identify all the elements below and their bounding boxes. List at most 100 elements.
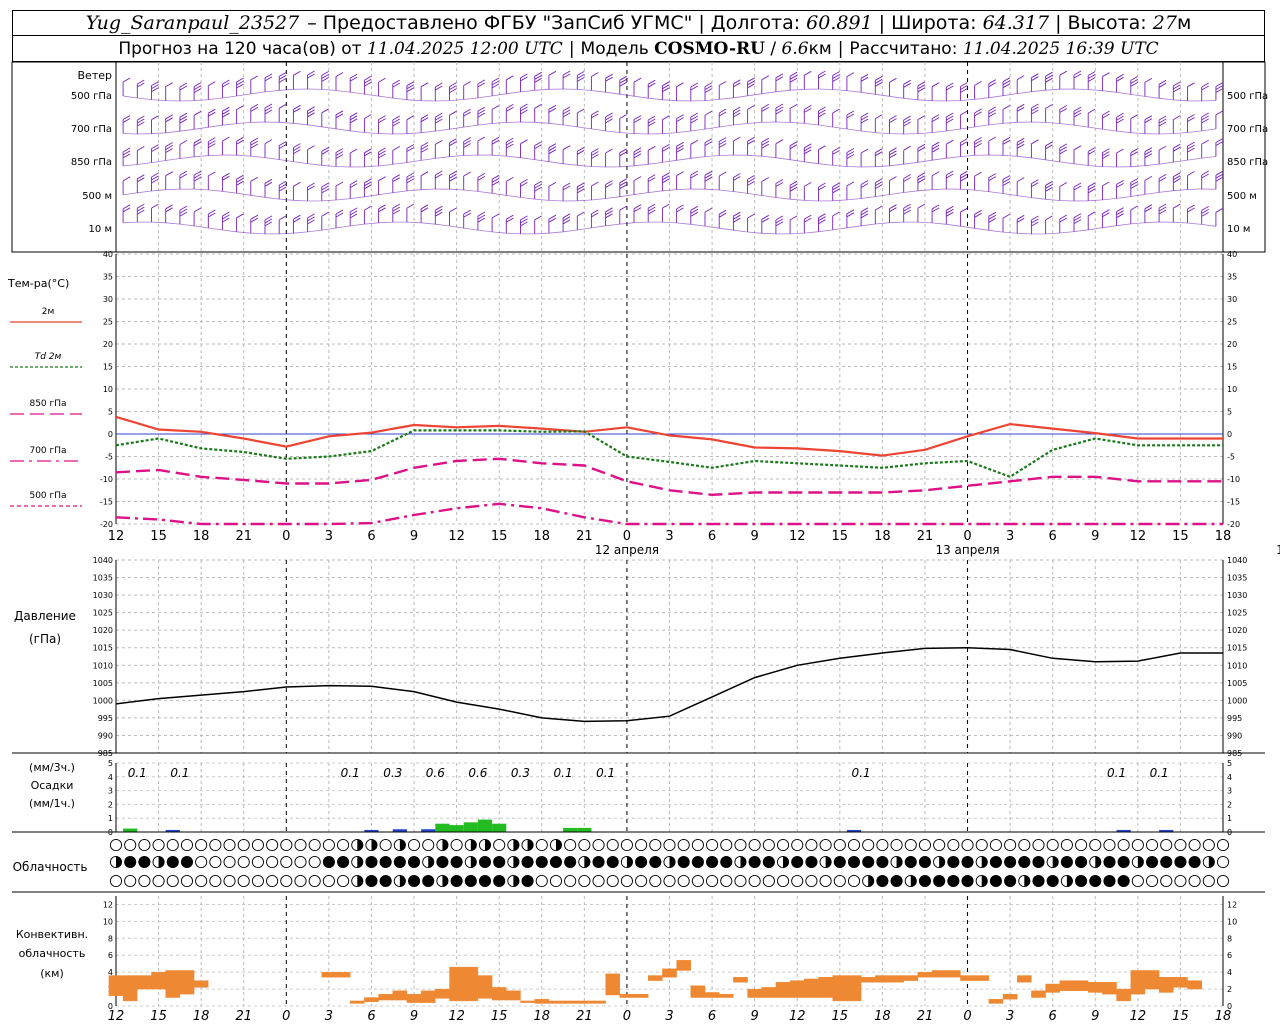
cloud-cover-symbol bbox=[422, 838, 435, 852]
temp-xtick: 21 bbox=[576, 529, 593, 544]
temp-ytick: 5 bbox=[108, 408, 113, 417]
wind-barb bbox=[1130, 148, 1139, 167]
cloud-cover-symbol bbox=[1188, 838, 1201, 852]
conv-xtick: 12 bbox=[108, 1009, 125, 1024]
wind-barb bbox=[860, 180, 869, 199]
wind-barb bbox=[605, 180, 613, 199]
wind-barb bbox=[676, 204, 684, 223]
cloud-cover-fill bbox=[181, 856, 193, 868]
wind-barb bbox=[1045, 141, 1053, 160]
wind-barb bbox=[1116, 180, 1124, 199]
wind-barb bbox=[1144, 204, 1153, 223]
wind-barb bbox=[988, 136, 997, 155]
cloud-cover-symbol bbox=[251, 838, 264, 852]
cloud-cover-fill bbox=[947, 856, 959, 868]
cloud-cover-fill bbox=[1032, 856, 1045, 868]
cloud-cover-symbol bbox=[280, 855, 293, 869]
wind-barb bbox=[903, 145, 911, 165]
wind-barb bbox=[775, 215, 784, 234]
cloud-cover-fill bbox=[365, 856, 378, 868]
wind-barb bbox=[704, 170, 713, 190]
wind-barb bbox=[1130, 114, 1139, 133]
conv-ytick-right: 6 bbox=[1227, 951, 1232, 960]
conv-xtick: 9 bbox=[1091, 1009, 1099, 1024]
cloud-cover-fill bbox=[124, 856, 136, 868]
convective-cloud-bar bbox=[619, 993, 635, 998]
cloud-cover-symbol bbox=[904, 838, 917, 852]
wind-barb bbox=[846, 110, 855, 129]
wind-barb bbox=[889, 176, 897, 195]
cloud-cover-symbol bbox=[1160, 838, 1173, 852]
wind-title: Ветер bbox=[78, 69, 112, 82]
wind-barb bbox=[193, 207, 202, 226]
wind-barb bbox=[1087, 182, 1096, 201]
day-label: 12 апреля bbox=[595, 543, 659, 557]
wind-barb bbox=[747, 213, 755, 232]
wind-flow-line bbox=[123, 88, 1216, 102]
cloud-cover-fill bbox=[1146, 856, 1158, 868]
wind-barb bbox=[321, 211, 330, 231]
conv-xtick: 6 bbox=[708, 1009, 716, 1024]
cloud-cover-fill bbox=[513, 875, 519, 887]
cloud-cover-fill bbox=[669, 856, 676, 868]
convective-cloud-bar bbox=[988, 999, 1004, 1004]
wind-barb bbox=[590, 181, 599, 200]
cloud-cover-symbol bbox=[294, 838, 307, 852]
wind-barb bbox=[619, 148, 628, 167]
conv-xtick: 21 bbox=[576, 1009, 593, 1024]
wind-barb bbox=[633, 77, 642, 97]
wind-barb bbox=[406, 144, 415, 163]
conv-xtick: 12 bbox=[448, 1009, 465, 1024]
temp-ytick-right: 5 bbox=[1227, 408, 1232, 417]
cloud-cover-symbol bbox=[407, 838, 421, 852]
wind-barb bbox=[136, 115, 145, 134]
wind-barb bbox=[974, 137, 982, 156]
wind-barb bbox=[718, 81, 727, 100]
wind-barb bbox=[434, 140, 443, 159]
cloud-cover-symbol bbox=[691, 838, 704, 852]
wind-barb bbox=[874, 114, 883, 133]
cloud-cover-symbol bbox=[209, 855, 222, 869]
cloud-cover-symbol bbox=[1075, 838, 1088, 852]
convective-cloud-bar bbox=[761, 987, 777, 998]
temp-xtick: 6 bbox=[1049, 529, 1057, 544]
computed-label: Рассчитано: bbox=[849, 38, 958, 59]
temp-ytick: -10 bbox=[100, 475, 113, 484]
convective-cloud-bar bbox=[974, 975, 990, 981]
cloud-cover-fill bbox=[1208, 856, 1215, 868]
cloud-cover-symbol bbox=[308, 874, 321, 888]
wind-barb bbox=[349, 180, 358, 199]
cloud-cover-fill bbox=[868, 875, 874, 887]
wind-barb bbox=[449, 82, 457, 101]
wind-barb bbox=[505, 137, 514, 157]
cloud-cover-symbol bbox=[989, 838, 1002, 852]
wind-barb bbox=[1144, 147, 1153, 166]
wind-barb bbox=[1130, 205, 1139, 224]
cloud-cover-fill bbox=[485, 839, 491, 851]
wind-barb bbox=[974, 108, 982, 127]
wind-barb bbox=[562, 145, 571, 164]
cloud-cover-fill bbox=[451, 856, 463, 868]
conv-xtick: 3 bbox=[325, 1009, 333, 1024]
wind-barb bbox=[321, 182, 330, 201]
wind-barb bbox=[1101, 209, 1110, 228]
wind-barb bbox=[165, 171, 173, 190]
cloud-cover-fill bbox=[947, 875, 959, 887]
wind-barb bbox=[392, 115, 401, 134]
wind-barb bbox=[221, 79, 230, 98]
wind-barb bbox=[988, 173, 997, 192]
wind-barb bbox=[832, 108, 840, 127]
wind-barb bbox=[463, 108, 471, 128]
wind-barb bbox=[548, 143, 557, 162]
cloud-cover-fill bbox=[740, 856, 747, 868]
wind-barb bbox=[846, 72, 855, 91]
cloud-cover-fill bbox=[876, 856, 888, 868]
convective-cloud-bar bbox=[1031, 990, 1046, 998]
cloud-cover-symbol bbox=[322, 838, 335, 852]
cloud-cover-symbol bbox=[1046, 838, 1059, 852]
precip-1h-bar bbox=[1116, 829, 1131, 832]
cloud-cover-symbol bbox=[124, 874, 137, 888]
convective-cloud-bar bbox=[662, 968, 677, 978]
conv-ytick: 0 bbox=[108, 1002, 113, 1011]
cloud-cover-fill bbox=[380, 875, 392, 887]
